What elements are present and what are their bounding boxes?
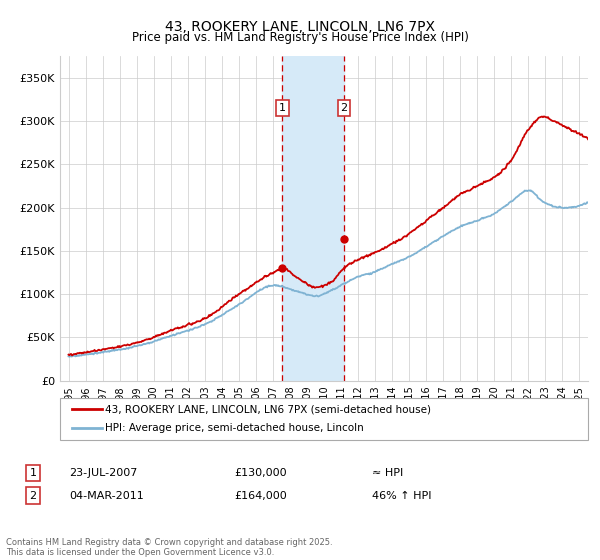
Text: £164,000: £164,000 xyxy=(234,491,287,501)
Text: Contains HM Land Registry data © Crown copyright and database right 2025.
This d: Contains HM Land Registry data © Crown c… xyxy=(6,538,332,557)
Text: £130,000: £130,000 xyxy=(234,468,287,478)
Text: 23-JUL-2007: 23-JUL-2007 xyxy=(69,468,137,478)
Text: Price paid vs. HM Land Registry's House Price Index (HPI): Price paid vs. HM Land Registry's House … xyxy=(131,31,469,44)
Text: ≈ HPI: ≈ HPI xyxy=(372,468,403,478)
Bar xyxy=(282,56,344,381)
Text: 1: 1 xyxy=(279,103,286,113)
Text: 2: 2 xyxy=(29,491,37,501)
Text: HPI: Average price, semi-detached house, Lincoln: HPI: Average price, semi-detached house,… xyxy=(105,423,364,433)
Text: 1: 1 xyxy=(29,468,37,478)
Text: 43, ROOKERY LANE, LINCOLN, LN6 7PX: 43, ROOKERY LANE, LINCOLN, LN6 7PX xyxy=(165,20,435,34)
Text: 2: 2 xyxy=(340,103,347,113)
Text: 46% ↑ HPI: 46% ↑ HPI xyxy=(372,491,431,501)
Text: 43, ROOKERY LANE, LINCOLN, LN6 7PX (semi-detached house): 43, ROOKERY LANE, LINCOLN, LN6 7PX (semi… xyxy=(105,404,431,414)
Text: 04-MAR-2011: 04-MAR-2011 xyxy=(69,491,144,501)
